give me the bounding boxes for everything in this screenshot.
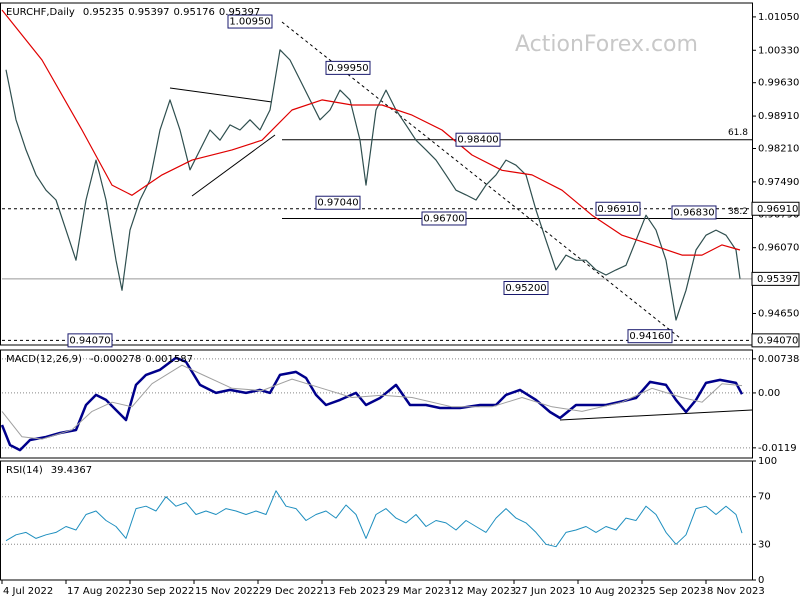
panel-readout: 0.95235	[83, 7, 124, 18]
panel-frame	[0, 460, 753, 581]
y-tick-label: 0.97490	[758, 177, 799, 188]
annotation-label: 0.99950	[327, 63, 368, 74]
annotation-box	[455, 132, 501, 147]
panel-readout: 0.001587	[145, 354, 193, 365]
annotation-box	[595, 201, 641, 216]
fib-label: 61.8	[728, 128, 748, 138]
level-label: 0.94070	[757, 335, 798, 346]
x-tick-label: 27 Jun 2023	[515, 586, 575, 597]
triangle-line	[191, 134, 276, 197]
panel-frame	[0, 349, 753, 459]
annotation-label: 0.96910	[597, 204, 638, 215]
annotation-box	[325, 60, 371, 75]
panel-title-text: EURCHF,Daily	[6, 7, 75, 18]
panel-readout: 39.4367	[51, 465, 92, 476]
series-line	[1, 364, 743, 440]
annotation-label: 0.96830	[673, 207, 714, 218]
y-tick-label: 0.98210	[758, 144, 799, 155]
panel-title-text: MACD(12,26,9)	[6, 354, 82, 365]
panel-title: RSI(14) 39.4367	[6, 465, 92, 476]
annotation-box	[503, 281, 549, 295]
annotation-label: 0.94160	[629, 331, 670, 342]
annotation-label: 0.96700	[423, 213, 464, 224]
series-line	[5, 49, 741, 321]
level-label-box	[751, 271, 800, 286]
fib-label: 38.2	[728, 207, 748, 217]
x-tick-label: 12 May 2023	[451, 586, 516, 597]
x-tick-label: 8 Nov 2023	[707, 586, 765, 597]
annotation-box	[627, 329, 673, 344]
watermark: ActionForex.com	[515, 32, 698, 57]
y-tick-label: 70	[758, 492, 771, 503]
panel-title: EURCHF,Daily 0.95235 0.95397 0.95176 0.95397	[6, 7, 260, 18]
y-tick-label: 0.00	[758, 388, 780, 399]
annotation-label: 0.97040	[317, 198, 358, 209]
x-tick-label: 15 Nov 2022	[195, 586, 259, 597]
y-tick-label: 0.007384	[758, 354, 800, 365]
annotation-label: 0.94070	[69, 335, 110, 346]
annotation-label: 0.98400	[457, 135, 498, 146]
y-tick-label: 100	[758, 456, 777, 467]
panel-readout: 0.95176	[174, 7, 215, 18]
annotation-box	[315, 195, 361, 210]
annotation-box	[67, 333, 113, 348]
x-tick-label: 30 Sep 2022	[131, 586, 194, 597]
x-tick-label: 13 Feb 2023	[323, 586, 385, 597]
triangle-line	[169, 87, 273, 103]
level-label: 0.95397	[757, 274, 798, 285]
y-tick-label: 0.98910	[758, 111, 799, 122]
y-tick-label: 0.96070	[758, 243, 799, 254]
panel-readout: 0.95397	[219, 7, 260, 18]
panel-title: MACD(12,26,9) -0.000278 0.001587	[6, 354, 193, 365]
y-tick-label: -0.0119	[758, 443, 797, 454]
x-tick-label: 25 Sep 2023	[643, 586, 706, 597]
series-line	[1, 9, 741, 256]
series-line	[5, 490, 743, 548]
y-tick-label: 0.99630	[758, 78, 799, 89]
annotation-label: 1.00950	[229, 17, 270, 28]
x-tick-label: 29 Mar 2023	[387, 586, 450, 597]
annotation-label: 0.95200	[505, 283, 546, 294]
x-tick-label: 10 Aug 2023	[579, 586, 643, 597]
x-tick-label: 29 Dec 2022	[259, 586, 323, 597]
annotation-box	[227, 14, 273, 29]
annotation-box	[421, 211, 467, 226]
panel-readout: -0.000278	[90, 354, 141, 365]
x-tick-label: 17 Aug 2022	[67, 586, 131, 597]
level-label-box	[751, 333, 800, 348]
panel-title-text: RSI(14)	[6, 465, 43, 476]
x-tick-label: 4 Jul 2022	[3, 586, 53, 597]
panel-readout: 0.95397	[128, 7, 169, 18]
y-tick-label: 0.94650	[758, 308, 799, 319]
y-tick-label: 1.01050	[758, 12, 799, 23]
level-label-box	[751, 201, 800, 216]
y-tick-label: 1.00330	[758, 45, 799, 56]
annotation-box	[671, 205, 717, 220]
trend-line	[559, 409, 753, 421]
y-tick-label: 30	[758, 539, 771, 550]
y-tick-label: 0	[758, 575, 764, 586]
panel-frame	[0, 2, 753, 346]
level-label: 0.96910	[757, 204, 798, 215]
